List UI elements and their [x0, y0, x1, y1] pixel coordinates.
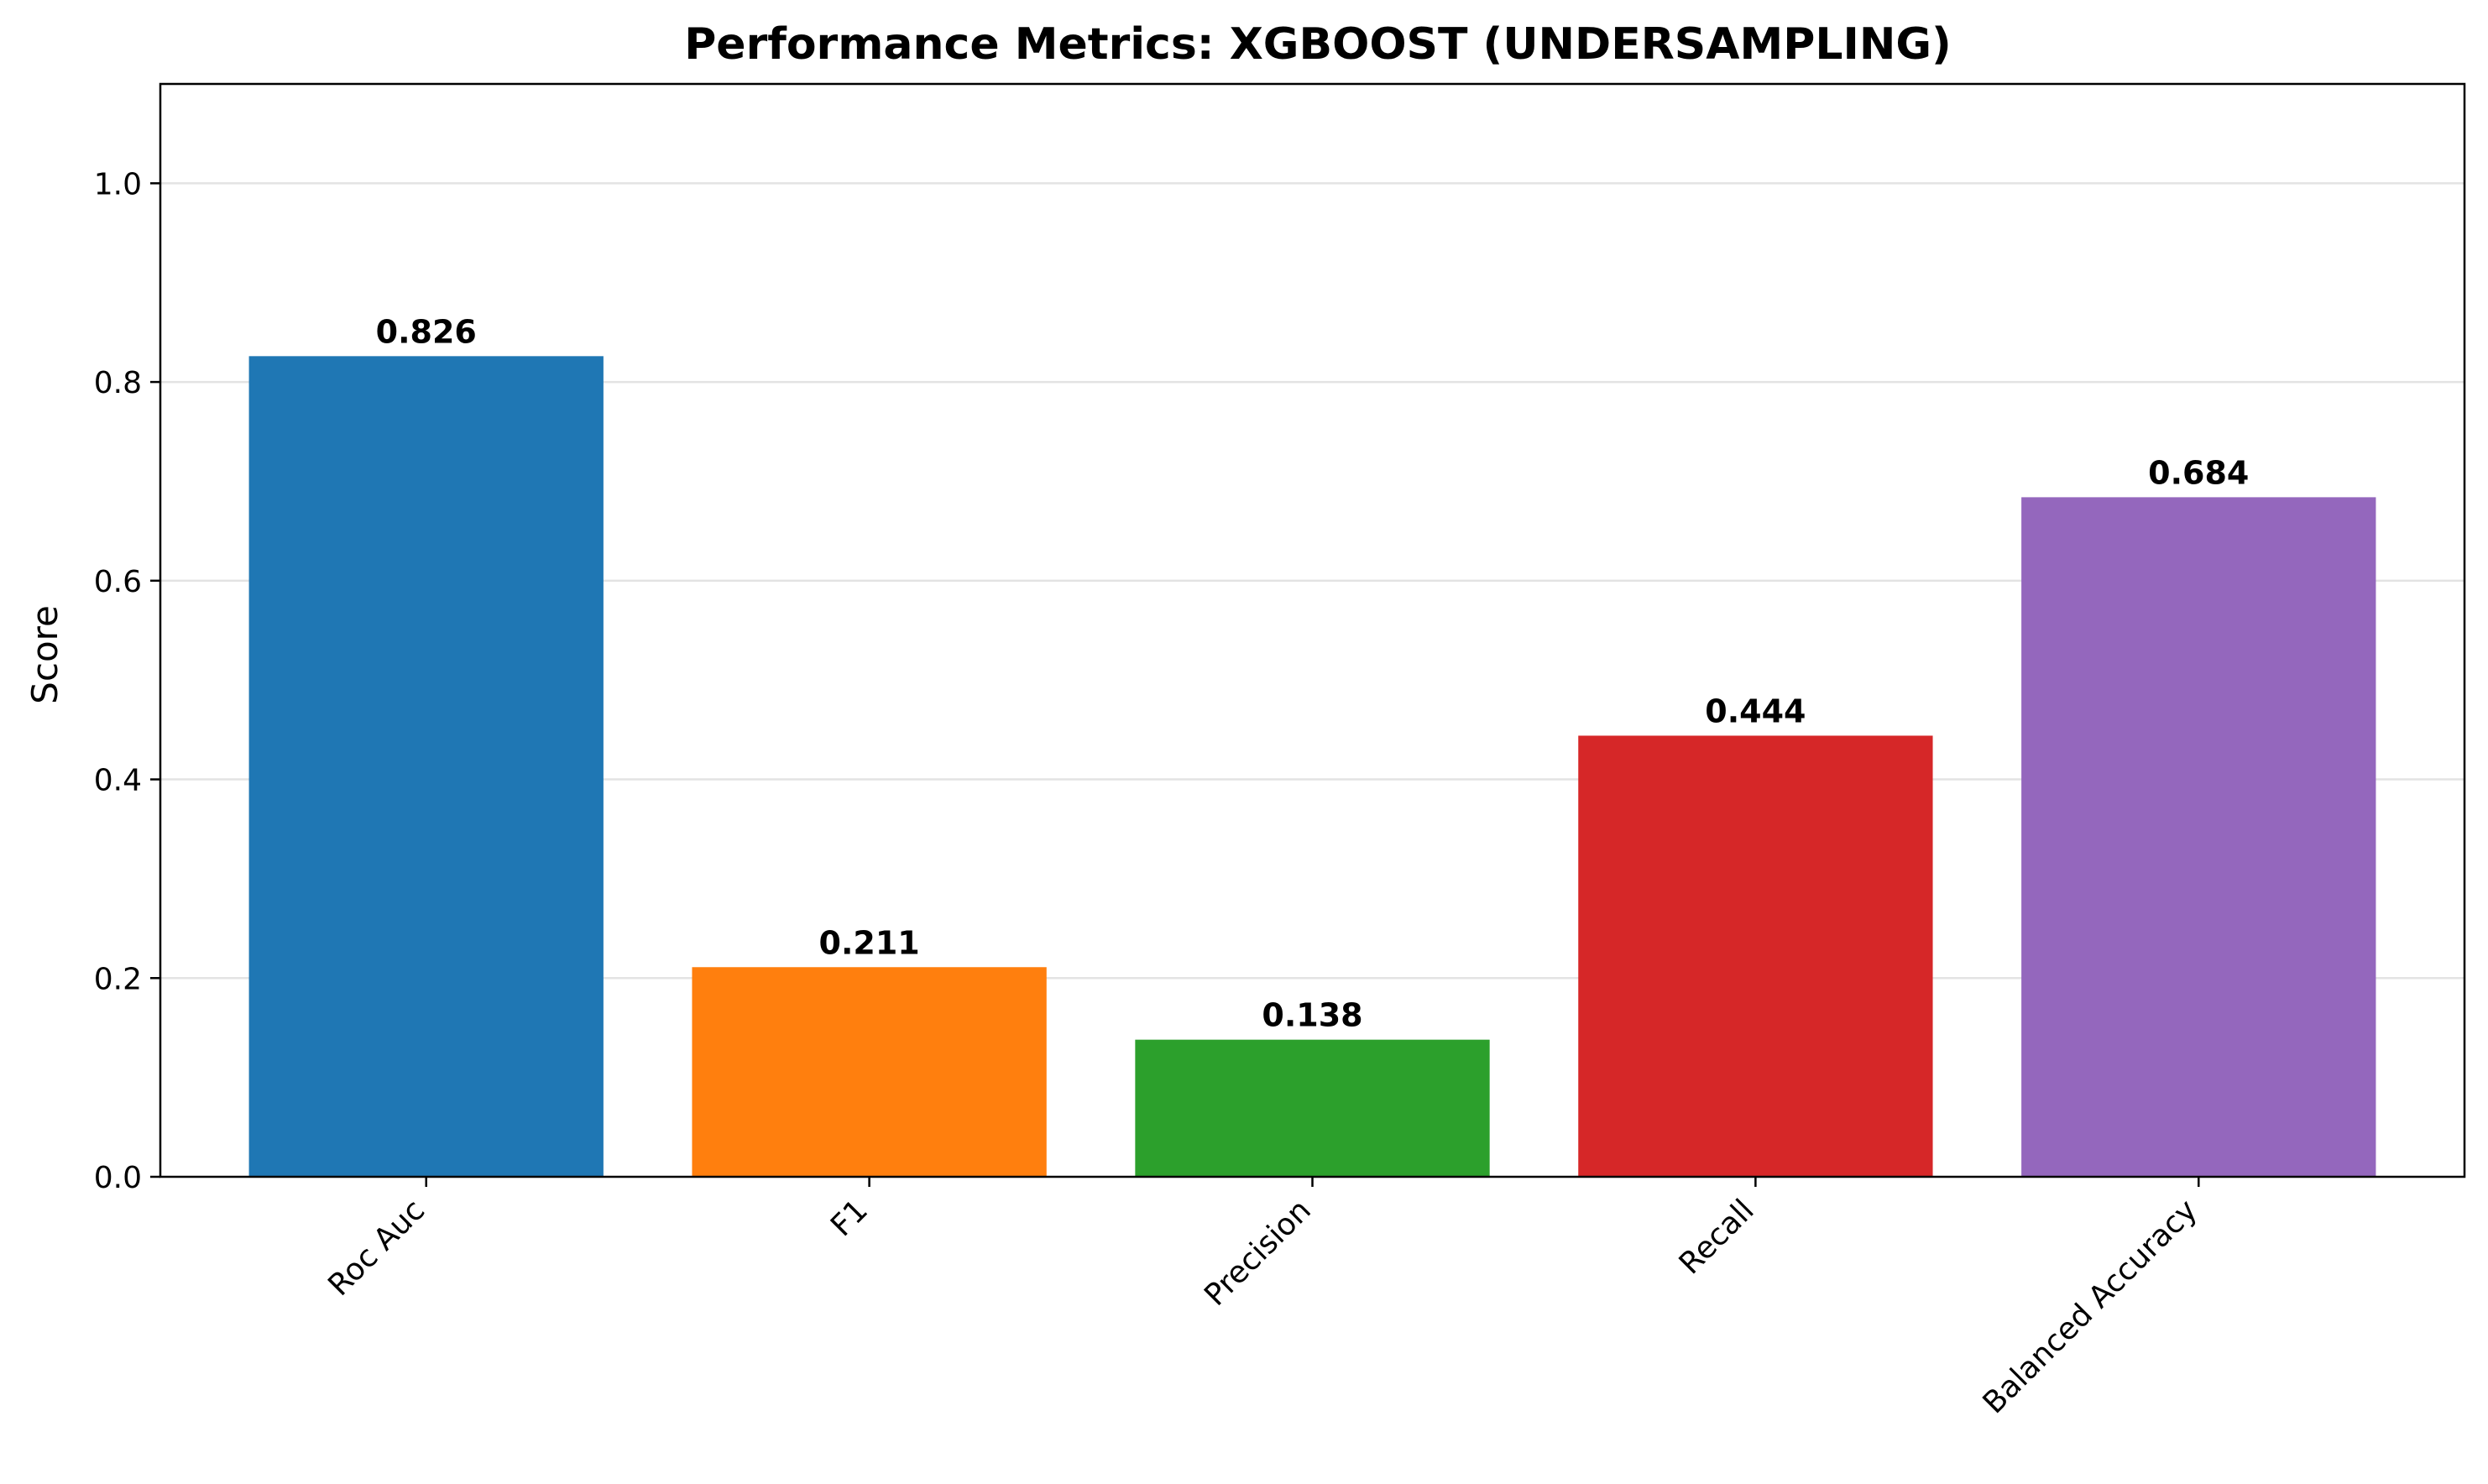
- bar-value-label: 0.684: [2148, 454, 2249, 491]
- y-axis-label: Score: [24, 605, 65, 704]
- y-tick-label: 0.2: [94, 962, 142, 996]
- bar: [248, 356, 604, 1177]
- x-tick-label: Precision: [1198, 1193, 1318, 1313]
- y-tick-label: 0.6: [94, 565, 142, 599]
- x-tick-label: F1: [824, 1193, 875, 1243]
- bar-value-labels: 0.826 0.211 0.138 0.444 0.684: [376, 313, 2250, 1033]
- chart-title: Performance Metrics: XGBOOST (UNDERSAMPL…: [684, 19, 1952, 70]
- bar: [692, 967, 1047, 1177]
- y-tick-label: 0.0: [94, 1161, 142, 1195]
- x-tick-label: Balanced Accuracy: [1977, 1193, 2204, 1420]
- y-tick-label: 0.4: [94, 764, 142, 798]
- bar: [1135, 1039, 1490, 1177]
- x-tick-label: Roc Auc: [321, 1193, 431, 1303]
- bars: [248, 356, 2376, 1177]
- y-axis-ticks: 0.0 0.2 0.4 0.6 0.8 1.0: [94, 167, 160, 1195]
- bar-value-label: 0.138: [1262, 997, 1362, 1034]
- bar-value-label: 0.211: [819, 924, 920, 961]
- x-tick-label: Recall: [1673, 1193, 1761, 1281]
- bar: [2021, 497, 2376, 1177]
- y-tick-label: 0.8: [94, 366, 142, 400]
- bar-value-label: 0.826: [376, 313, 477, 350]
- bar-value-label: 0.444: [1705, 692, 1806, 729]
- y-tick-label: 1.0: [94, 167, 142, 201]
- bar: [1578, 735, 1933, 1177]
- x-axis-ticks: Roc Auc F1 Precision Recall Balanced Accurac…: [321, 1177, 2204, 1420]
